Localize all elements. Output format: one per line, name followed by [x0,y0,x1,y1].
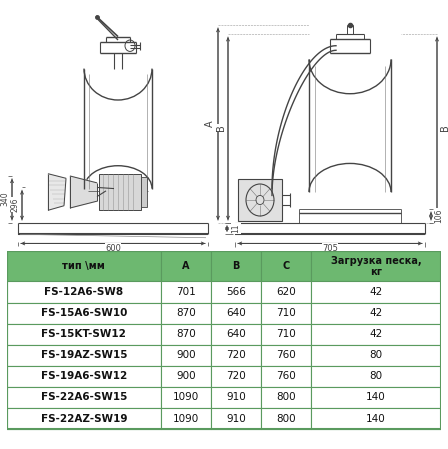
Bar [211,282,261,303]
Bar [7,324,161,345]
Text: 640: 640 [226,308,246,318]
Text: 140: 140 [366,392,386,402]
Text: B: B [216,125,226,132]
Text: 910: 910 [226,392,246,402]
Bar [7,408,161,429]
Bar [311,282,441,303]
Text: 705: 705 [322,243,338,252]
Bar [161,251,211,282]
Bar [7,366,161,387]
Text: 720: 720 [226,371,246,381]
Text: 42: 42 [370,308,383,318]
Text: 800: 800 [276,392,296,402]
Text: FS-22A6-SW15: FS-22A6-SW15 [41,392,127,402]
Text: 140: 140 [366,414,386,423]
Bar [261,282,311,303]
Bar [261,251,311,282]
Text: 640: 640 [226,329,246,339]
Text: B: B [440,125,448,132]
Bar [211,251,261,282]
Bar [238,180,282,220]
Bar [261,408,311,429]
Text: FS-22AZ-SW19: FS-22AZ-SW19 [41,414,127,423]
Text: 340: 340 [0,192,9,206]
Text: 80: 80 [370,371,383,381]
Text: FS-19A6-SW12: FS-19A6-SW12 [41,371,127,381]
Text: 106: 106 [435,209,444,223]
Text: 80: 80 [370,350,383,360]
Bar [7,282,161,303]
Text: FS-19AZ-SW15: FS-19AZ-SW15 [41,350,127,360]
Bar [261,387,311,408]
Text: 42: 42 [370,287,383,297]
Text: C: C [327,245,333,255]
Bar [7,303,161,324]
Text: FS-12A6-SW8: FS-12A6-SW8 [44,287,123,297]
Bar [161,282,211,303]
Text: 296: 296 [10,197,20,212]
Bar [211,345,261,366]
Text: 566: 566 [226,287,246,297]
Text: тип \мм: тип \мм [62,261,105,272]
Bar [311,251,441,282]
Bar [261,366,311,387]
Bar [311,345,441,366]
Bar [7,345,161,366]
Text: 1090: 1090 [173,392,199,402]
Text: 11: 11 [232,224,241,233]
Text: 701: 701 [176,287,196,297]
Bar [261,345,311,366]
Text: 1090: 1090 [173,414,199,423]
Text: A: A [182,261,190,272]
Bar [311,408,441,429]
Text: 900: 900 [176,371,196,381]
Bar [261,303,311,324]
Text: 910: 910 [226,414,246,423]
Text: 710: 710 [276,308,296,318]
Bar [161,324,211,345]
Bar [211,366,261,387]
Bar [161,366,211,387]
Bar [211,387,261,408]
Text: 720: 720 [226,350,246,360]
Bar [311,366,441,387]
Text: FS-15KT-SW12: FS-15KT-SW12 [41,329,126,339]
Polygon shape [48,174,66,210]
Text: FS-15A6-SW10: FS-15A6-SW10 [41,308,127,318]
Text: 710: 710 [276,329,296,339]
Polygon shape [70,176,97,208]
Text: 870: 870 [176,308,196,318]
Text: 600: 600 [105,243,121,252]
Bar [211,408,261,429]
Bar [161,387,211,408]
Text: 800: 800 [276,414,296,423]
Text: 870: 870 [176,329,196,339]
Bar [161,303,211,324]
Bar [7,251,161,282]
Text: 760: 760 [276,371,296,381]
Bar [141,177,147,207]
Bar [311,324,441,345]
Bar [261,324,311,345]
Text: 760: 760 [276,350,296,360]
Text: B: B [232,261,240,272]
Text: C: C [282,261,289,272]
Text: Загрузка песка,
кг: Загрузка песка, кг [331,255,422,277]
Bar [99,174,141,210]
Text: 900: 900 [176,350,196,360]
Bar [211,324,261,345]
Bar [7,387,161,408]
Text: 42: 42 [370,329,383,339]
Bar [211,303,261,324]
Text: 620: 620 [276,287,296,297]
Bar [161,345,211,366]
Text: A: A [205,120,215,127]
Bar [311,303,441,324]
Bar [311,387,441,408]
Bar [161,408,211,429]
